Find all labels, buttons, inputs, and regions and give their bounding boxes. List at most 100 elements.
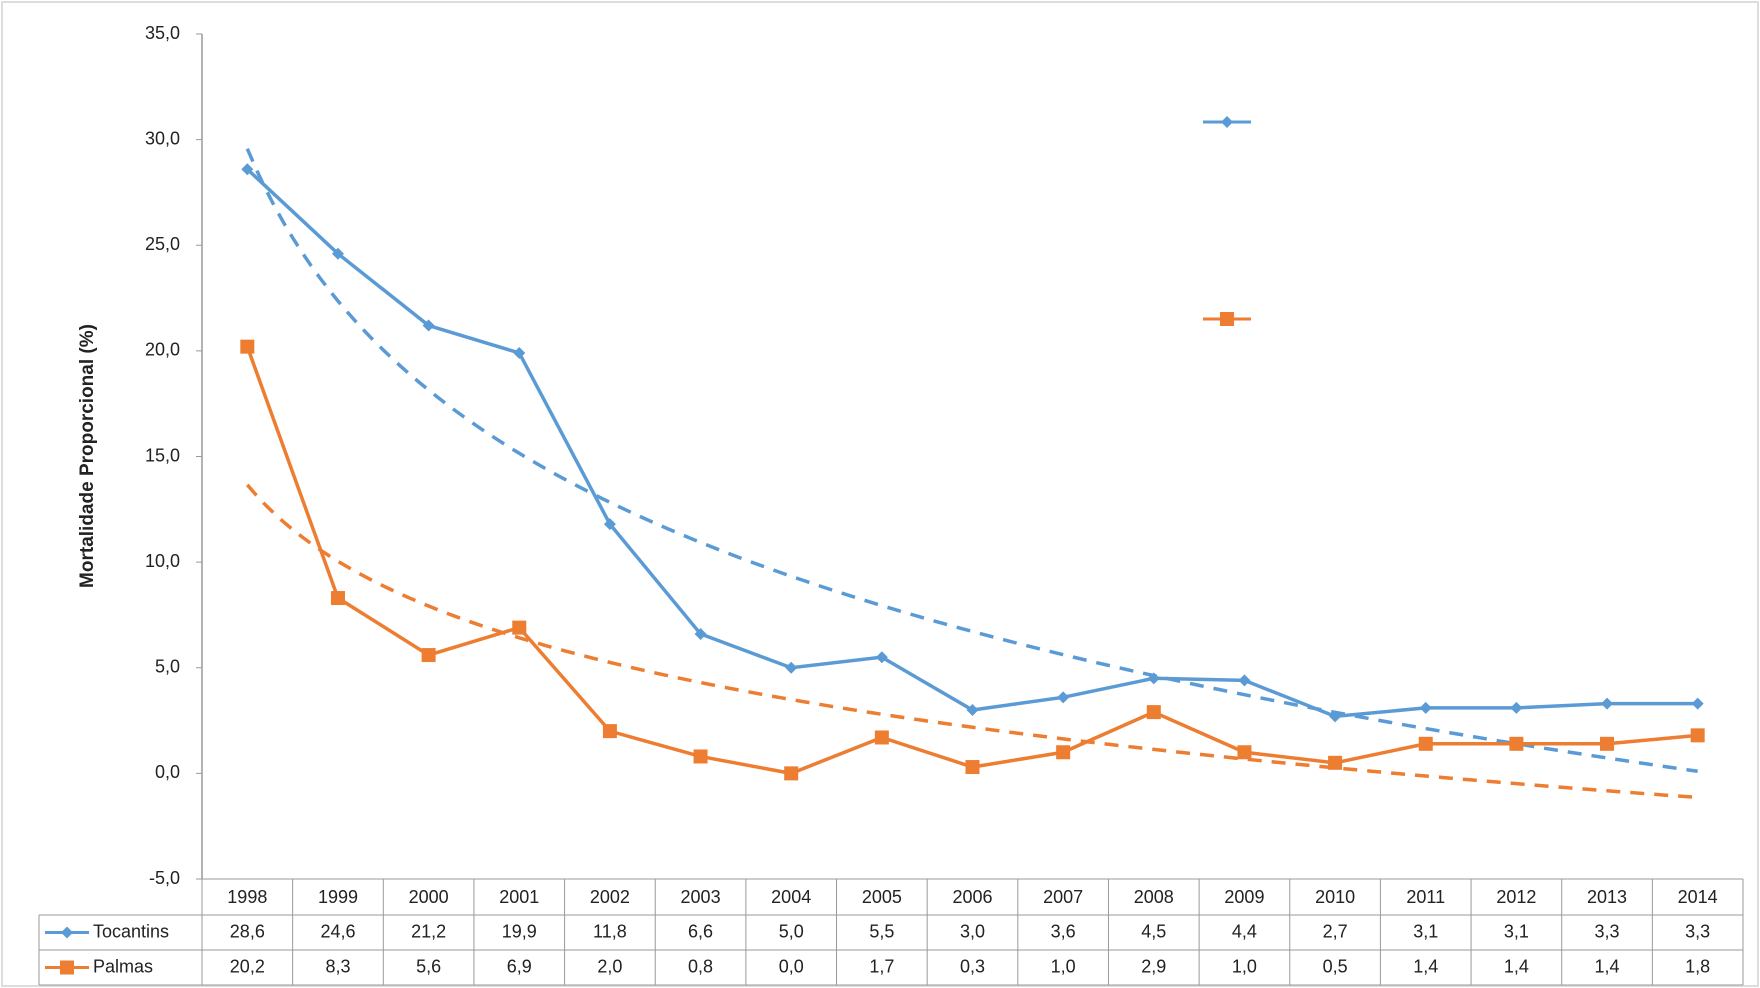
- table-cell: 3,3: [1595, 921, 1620, 941]
- data-point: [875, 651, 888, 664]
- data-point: [330, 591, 345, 606]
- table-cell: 3,6: [1051, 921, 1076, 941]
- table-cell: 3,3: [1685, 921, 1710, 941]
- table-cell: 0,5: [1323, 956, 1348, 976]
- data-point: [785, 661, 798, 674]
- data-point: [512, 620, 527, 635]
- table-cell: 2,0: [597, 956, 622, 976]
- table-cell: 2,9: [1141, 956, 1166, 976]
- x-tick-label: 2005: [862, 887, 902, 907]
- table-cell: 1,7: [869, 956, 894, 976]
- data-point: [1328, 755, 1343, 770]
- y-tick-label: 15,0: [145, 445, 180, 465]
- x-tick-label: 2010: [1315, 887, 1355, 907]
- y-tick-label: 20,0: [145, 340, 180, 360]
- table-cell: 3,1: [1504, 921, 1529, 941]
- data-point: [1238, 674, 1251, 687]
- y-tick-label: 35,0: [145, 23, 180, 43]
- table-cell: 0,3: [960, 956, 985, 976]
- table-row-label: Tocantins: [93, 921, 169, 941]
- table-cell: 2,7: [1323, 921, 1348, 941]
- data-point: [1691, 697, 1704, 710]
- data-point: [1509, 736, 1524, 751]
- table-cell: 8,3: [325, 956, 350, 976]
- x-tick-label: 2002: [590, 887, 630, 907]
- data-point: [1690, 728, 1705, 743]
- data-point: [965, 760, 980, 775]
- table-cell: 5,6: [416, 956, 441, 976]
- data-point: [1601, 697, 1614, 710]
- x-tick-label: 2009: [1224, 887, 1264, 907]
- table-cell: 24,6: [320, 921, 355, 941]
- trend-line: [245, 483, 1698, 800]
- table-cell: 3,1: [1413, 921, 1438, 941]
- x-tick-label: 2013: [1587, 887, 1627, 907]
- data-point: [331, 247, 344, 260]
- data-point: [1237, 745, 1252, 760]
- table-row-label: Palmas: [93, 956, 153, 976]
- data-point: [513, 346, 526, 359]
- table-cell: 0,0: [779, 956, 804, 976]
- table-cell: 4,4: [1232, 921, 1257, 941]
- table-cell: 1,4: [1504, 956, 1529, 976]
- data-point: [1419, 701, 1432, 714]
- table-cell: 20,2: [230, 956, 265, 976]
- table-cell: 1,4: [1413, 956, 1438, 976]
- table-cell: 4,5: [1141, 921, 1166, 941]
- y-tick-label: 30,0: [145, 128, 180, 148]
- x-tick-label: 2000: [409, 887, 449, 907]
- table-cell: 1,0: [1232, 956, 1257, 976]
- data-point: [241, 163, 254, 176]
- data-point: [240, 339, 255, 354]
- trend-line: [245, 147, 1698, 773]
- data-point: [1146, 705, 1161, 720]
- legend-marker: [1220, 312, 1234, 326]
- x-tick-label: 2008: [1134, 887, 1174, 907]
- table-cell: 1,0: [1051, 956, 1076, 976]
- table-cell: 3,0: [960, 921, 985, 941]
- table-cell: 6,6: [688, 921, 713, 941]
- data-point: [1510, 701, 1523, 714]
- table-cell: 11,8: [593, 921, 627, 941]
- x-tick-label: 2007: [1043, 887, 1083, 907]
- data-point: [874, 730, 889, 745]
- table-cell: 6,9: [507, 956, 532, 976]
- data-point: [1147, 672, 1160, 685]
- table-cell: 5,5: [869, 921, 894, 941]
- legend-marker: [1221, 116, 1233, 128]
- data-point: [1418, 736, 1433, 751]
- y-tick-label: -5,0: [149, 868, 180, 888]
- table-cell: 0,8: [688, 956, 713, 976]
- data-point: [966, 704, 979, 716]
- data-point: [1056, 745, 1071, 760]
- data-point: [784, 766, 799, 781]
- x-tick-label: 2003: [681, 887, 721, 907]
- table-cell: 1,8: [1685, 956, 1710, 976]
- data-point: [1600, 736, 1615, 751]
- x-tick-label: 2011: [1406, 887, 1445, 907]
- data-point: [693, 749, 708, 764]
- table-cell: 5,0: [779, 921, 804, 941]
- x-tick-label: 2004: [771, 887, 811, 907]
- data-point: [603, 518, 616, 531]
- data-point: [602, 724, 617, 739]
- y-tick-label: 10,0: [145, 551, 180, 571]
- data-point: [1329, 710, 1342, 723]
- data-point: [694, 627, 707, 640]
- y-tick-label: 5,0: [155, 657, 180, 677]
- table-legend-marker: [60, 960, 74, 975]
- table-cell: 1,4: [1595, 956, 1620, 976]
- data-point: [421, 648, 436, 663]
- table-cell: 21,2: [411, 921, 446, 941]
- x-tick-label: 2012: [1496, 887, 1536, 907]
- x-tick-label: 1998: [227, 887, 267, 907]
- y-tick-label: 0,0: [155, 762, 180, 782]
- x-tick-label: 2014: [1678, 887, 1718, 907]
- y-tick-label: 25,0: [145, 234, 180, 254]
- x-tick-label: 1999: [318, 887, 358, 907]
- table-legend-marker: [61, 926, 73, 939]
- x-tick-label: 2006: [952, 887, 992, 907]
- data-point: [1057, 691, 1070, 704]
